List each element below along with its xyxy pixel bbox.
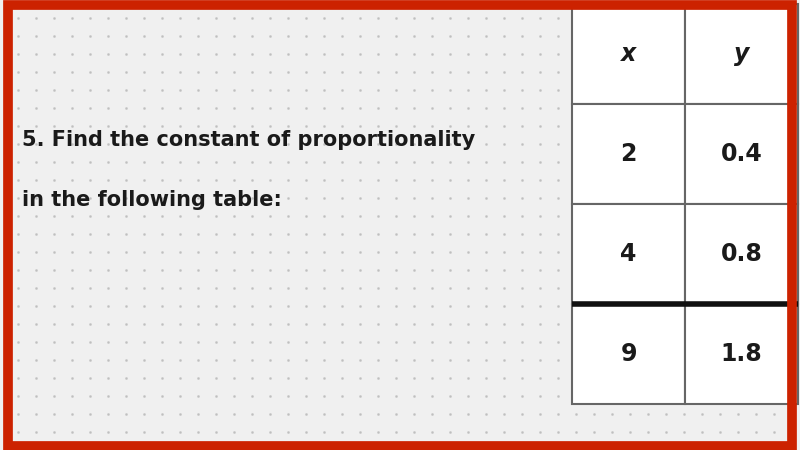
Text: 1.8: 1.8 — [721, 342, 762, 366]
Bar — [685, 204, 798, 304]
Bar — [685, 4, 798, 104]
Text: 2: 2 — [620, 142, 637, 166]
Bar — [572, 104, 685, 204]
Text: 4: 4 — [620, 242, 637, 266]
Bar — [572, 204, 685, 304]
Text: 5. Find the constant of proportionality: 5. Find the constant of proportionality — [22, 130, 475, 150]
Bar — [572, 304, 685, 404]
Text: y: y — [734, 42, 749, 66]
Text: in the following table:: in the following table: — [22, 190, 282, 210]
Bar — [572, 4, 685, 104]
Text: 0.8: 0.8 — [721, 242, 762, 266]
Text: 0.4: 0.4 — [721, 142, 762, 166]
Bar — [685, 304, 798, 404]
Text: x: x — [621, 42, 636, 66]
Bar — [685, 104, 798, 204]
Text: 9: 9 — [620, 342, 637, 366]
